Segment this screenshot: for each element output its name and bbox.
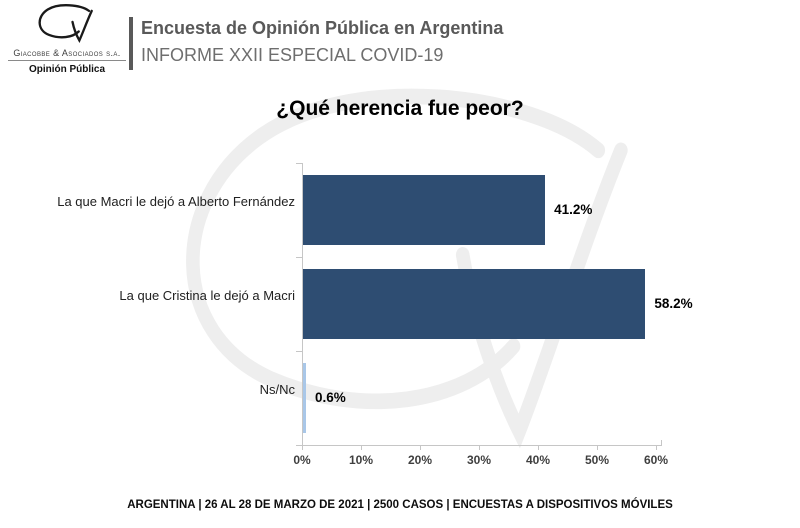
bar-segment [302,363,306,433]
category-label: La que Cristina le dejó a Macri [119,288,295,303]
header-text: Encuesta de Opinión Pública en Argentina… [141,15,503,68]
company-logo: Giacobbe & Asociados s.a. Opinión Públic… [8,4,126,75]
footer-note: ARGENTINA | 26 AL 28 DE MARZO DE 2021 | … [127,499,673,511]
logo-mark-icon [38,4,93,44]
bar-segment [302,269,646,339]
category-label: La que Macri le dejó a Alberto Fernández [57,194,295,209]
category-label: Ns/Nc [259,382,295,397]
logo-tagline: Opinión Pública [28,64,106,75]
x-axis-tick-label: 50% [584,453,610,467]
x-axis-tick-label: 30% [466,453,492,467]
x-axis-tick-label: 0% [293,453,311,467]
bar-value-label: 41.2% [554,202,593,217]
report-title: Encuesta de Opinión Pública en Argentina [141,18,504,38]
report-subtitle: INFORME XXII ESPECIAL COVID-19 [141,45,444,65]
bar-segment [302,175,546,245]
logo-company-name: Giacobbe & Asociados s.a. [8,48,126,61]
bar-value-label: 0.6% [315,390,346,405]
bar-value-label: 58.2% [654,296,693,311]
x-axis-tick-label: 10% [348,453,374,467]
chart-title: ¿Qué herencia fue peor? [276,97,524,120]
header-divider [129,17,133,70]
x-axis-tick-label: 60% [643,453,669,467]
header: Giacobbe & Asociados s.a. Opinión Públic… [0,0,800,88]
x-axis-tick-label: 20% [407,453,433,467]
x-axis-tick-label: 40% [525,453,551,467]
